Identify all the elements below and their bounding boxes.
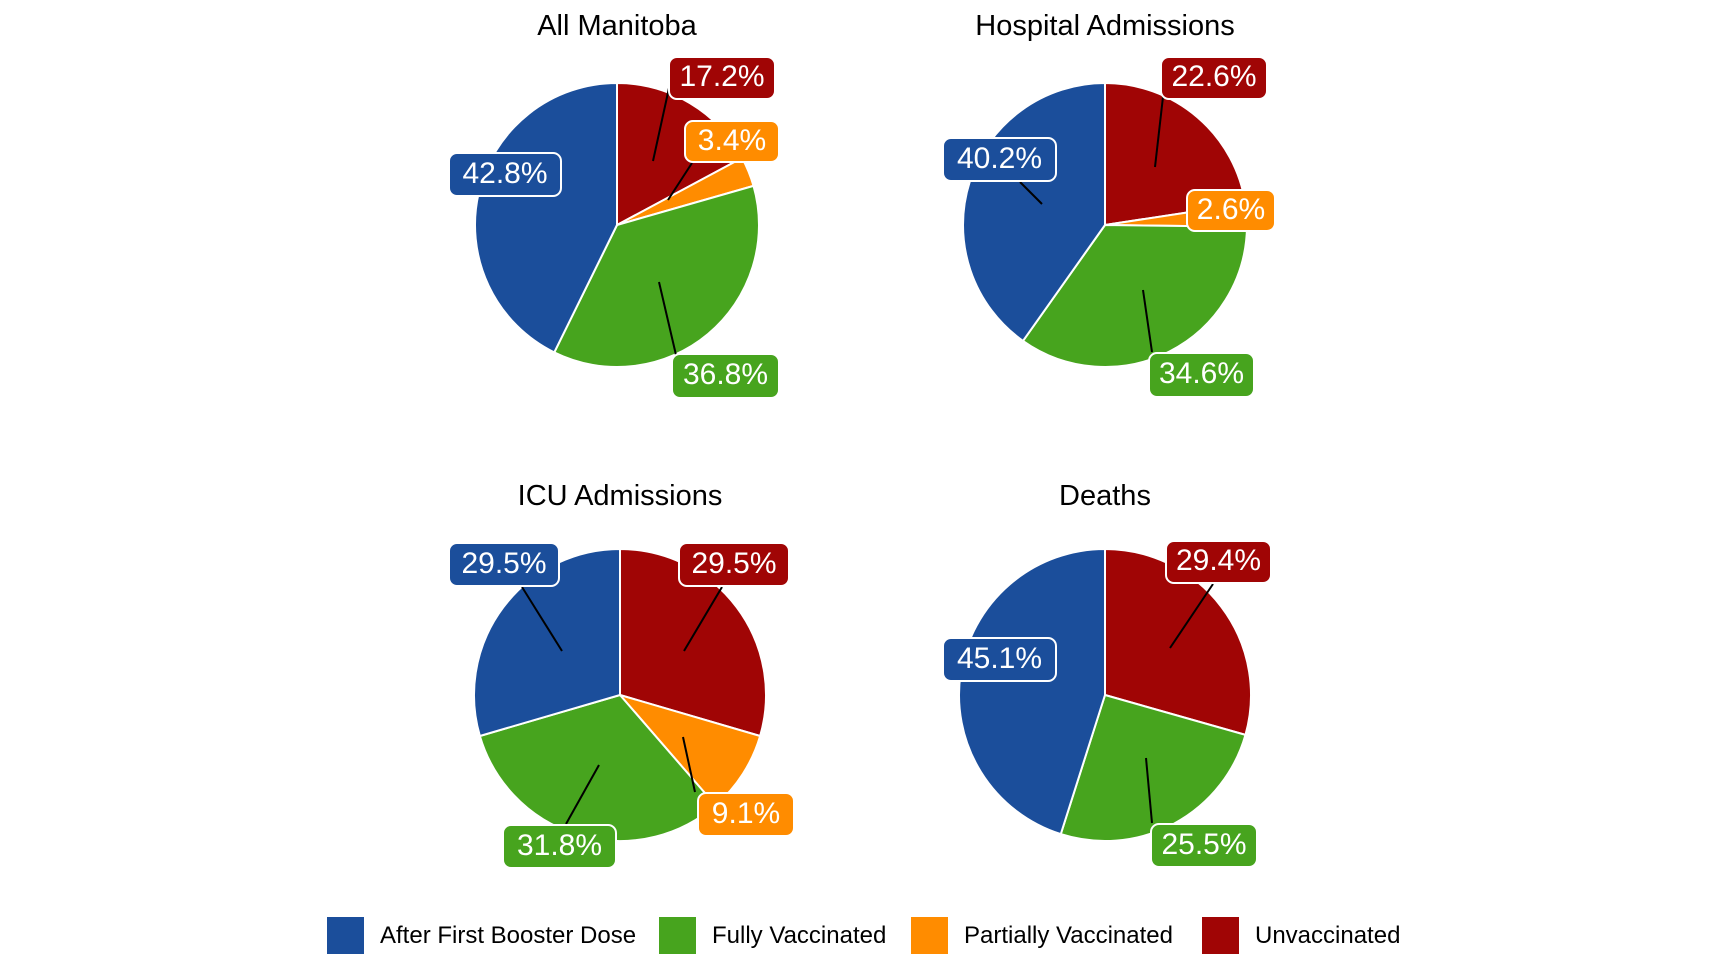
legend-swatch-unvaccinated — [1202, 917, 1239, 954]
legend-item-after-first-booster-dose: After First Booster Dose — [327, 917, 636, 954]
slice-label-partially-vaccinated: 3.4% — [684, 120, 780, 163]
label-leader-line — [521, 586, 563, 652]
label-leader-line — [1169, 583, 1214, 649]
legend-label: After First Booster Dose — [380, 921, 637, 949]
slice-label-after-first-booster-dose: 42.8% — [448, 152, 562, 197]
slice-label-partially-vaccinated: 9.1% — [697, 792, 795, 837]
slice-label-fully-vaccinated: 25.5% — [1150, 823, 1258, 868]
legend-item-fully-vaccinated: Fully Vaccinated — [659, 917, 886, 954]
label-leader-line — [1145, 757, 1153, 824]
pie-slice-unvaccinated — [1104, 548, 1253, 736]
legend-swatch-partially-vaccinated — [911, 917, 948, 954]
pie-chart-deaths — [958, 548, 1253, 842]
label-leader-line — [658, 281, 677, 356]
legend-item-unvaccinated: Unvaccinated — [1202, 917, 1400, 954]
legend-swatch-fully-vaccinated — [659, 917, 696, 954]
slice-label-fully-vaccinated: 31.8% — [502, 824, 617, 869]
label-leader-line — [667, 162, 693, 201]
chart-title-hospital-admissions: Hospital Admissions — [975, 10, 1235, 42]
pie-slice-after-first-booster-dose — [473, 548, 621, 737]
slice-label-after-first-booster-dose: 45.1% — [942, 637, 1057, 682]
pie-slice-unvaccinated — [619, 548, 767, 737]
slice-label-unvaccinated: 29.5% — [678, 542, 790, 587]
label-leader-line — [1019, 181, 1043, 205]
slice-label-fully-vaccinated: 34.6% — [1148, 352, 1255, 398]
legend-label: Partially Vaccinated — [964, 921, 1173, 949]
pie-slice-fully-vaccinated — [1021, 224, 1248, 369]
legend-label: Fully Vaccinated — [712, 921, 887, 949]
slice-label-after-first-booster-dose: 40.2% — [942, 137, 1057, 182]
label-leader-line — [652, 87, 670, 162]
slice-label-partially-vaccinated: 2.6% — [1186, 189, 1276, 232]
legend-item-partially-vaccinated: Partially Vaccinated — [911, 917, 1173, 954]
label-leader-line — [682, 736, 696, 793]
slice-label-unvaccinated: 22.6% — [1160, 56, 1268, 100]
pie-chart-all-manitoba — [474, 82, 760, 368]
slice-label-unvaccinated: 17.2% — [668, 56, 776, 100]
label-leader-line — [565, 764, 600, 825]
label-leader-line — [1142, 289, 1153, 353]
pie-slice-fully-vaccinated — [553, 184, 760, 368]
chart-title-icu-admissions: ICU Admissions — [517, 480, 723, 512]
chart-title-all-manitoba: All Manitoba — [537, 10, 697, 42]
slice-label-fully-vaccinated: 36.8% — [671, 353, 780, 399]
label-leader-line — [1154, 87, 1165, 168]
chart-title-deaths: Deaths — [1059, 480, 1151, 512]
legend-swatch-after-first-booster-dose — [327, 917, 364, 954]
slice-label-after-first-booster-dose: 29.5% — [448, 542, 560, 587]
label-leader-line — [683, 586, 723, 652]
legend-label: Unvaccinated — [1255, 921, 1401, 949]
slice-label-unvaccinated: 29.4% — [1165, 540, 1272, 584]
